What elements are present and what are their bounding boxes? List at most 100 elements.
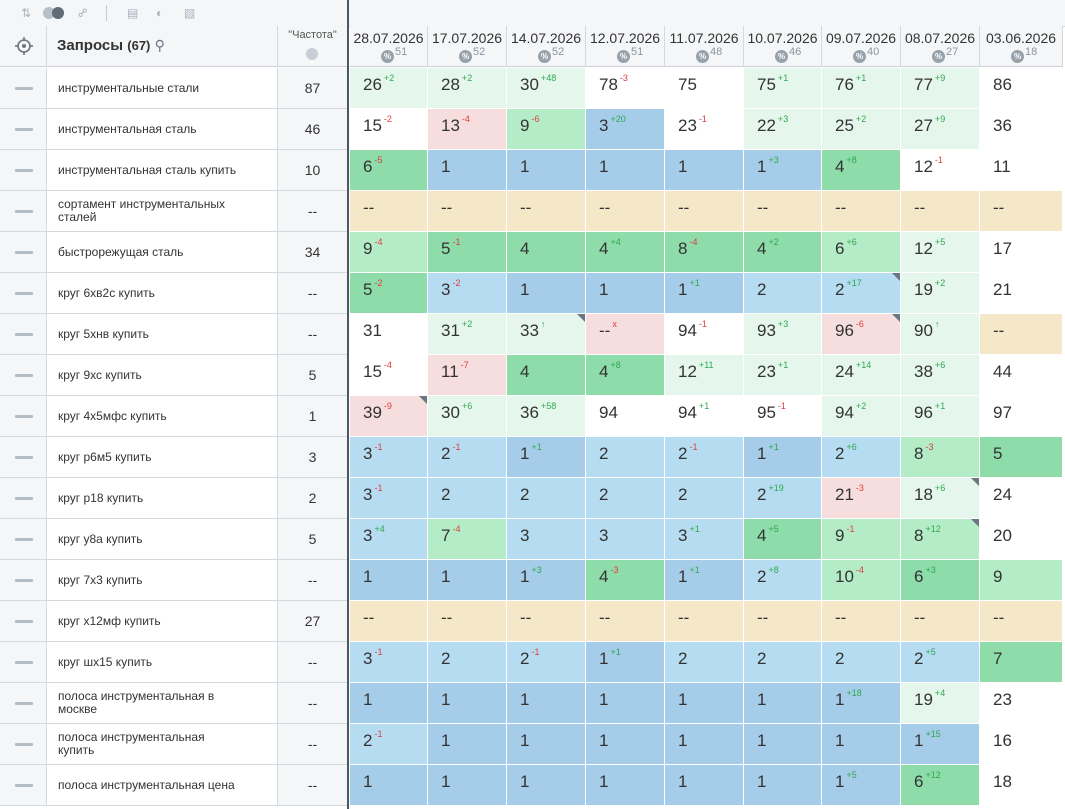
- note-corner-icon[interactable]: [419, 396, 427, 404]
- position-cell[interactable]: 2: [586, 437, 665, 478]
- position-cell[interactable]: 7: [980, 642, 1063, 683]
- position-cell[interactable]: 2: [586, 478, 665, 519]
- position-cell[interactable]: 18 +6: [901, 478, 980, 519]
- position-cell[interactable]: 94: [586, 396, 665, 437]
- query-cell[interactable]: быстрорежущая сталь: [47, 232, 278, 273]
- position-cell[interactable]: 39 -9: [350, 396, 428, 437]
- position-cell[interactable]: 3: [507, 519, 586, 560]
- row-drag-handle[interactable]: [0, 314, 47, 355]
- position-cell[interactable]: 95 -1: [744, 396, 822, 437]
- position-cell[interactable]: 1: [428, 560, 507, 601]
- position-cell[interactable]: 6 +3: [901, 560, 980, 601]
- position-cell[interactable]: 25 +2: [822, 109, 901, 150]
- position-cell[interactable]: 96 -6: [822, 314, 901, 355]
- position-cell[interactable]: 6 +12: [901, 765, 980, 806]
- position-cell[interactable]: 2: [744, 642, 822, 683]
- position-cell[interactable]: --: [822, 601, 901, 642]
- position-cell[interactable]: 30 +6: [428, 396, 507, 437]
- position-cell[interactable]: 2 +5: [901, 642, 980, 683]
- position-cell[interactable]: 75: [665, 68, 744, 109]
- position-cell[interactable]: 2 -1: [507, 642, 586, 683]
- position-cell[interactable]: 2: [822, 642, 901, 683]
- position-cell[interactable]: --: [665, 191, 744, 232]
- query-cell[interactable]: полоса инструментальная в москве: [47, 683, 278, 724]
- position-cell[interactable]: 2 -1: [665, 437, 744, 478]
- position-cell[interactable]: 94 -1: [665, 314, 744, 355]
- position-cell[interactable]: 5 -1: [428, 232, 507, 273]
- position-cell[interactable]: 2 -1: [428, 437, 507, 478]
- position-cell[interactable]: 26 +2: [350, 68, 428, 109]
- position-cell[interactable]: 8 +12: [901, 519, 980, 560]
- note-corner-icon[interactable]: [971, 478, 979, 486]
- row-drag-handle[interactable]: [0, 273, 47, 314]
- search-icon[interactable]: ⚲: [154, 37, 165, 53]
- position-cell[interactable]: 1 +1: [665, 560, 744, 601]
- position-cell[interactable]: 2: [428, 478, 507, 519]
- row-drag-handle[interactable]: [0, 68, 47, 109]
- position-cell[interactable]: 4 -3: [586, 560, 665, 601]
- date-column-header[interactable]: 08.07.2026% 27: [901, 26, 980, 67]
- position-cell[interactable]: 4: [507, 232, 586, 273]
- position-cell[interactable]: 21: [980, 273, 1063, 314]
- row-drag-handle[interactable]: [0, 519, 47, 560]
- query-cell[interactable]: инструментальная сталь: [47, 109, 278, 150]
- position-cell[interactable]: 15 -2: [350, 109, 428, 150]
- row-drag-handle[interactable]: [0, 396, 47, 437]
- date-column-header[interactable]: 09.07.2026% 40: [822, 26, 901, 67]
- date-column-header[interactable]: 11.07.2026% 48: [665, 26, 744, 67]
- position-cell[interactable]: --: [980, 601, 1063, 642]
- position-cell[interactable]: --: [586, 191, 665, 232]
- position-cell[interactable]: 1 +1: [744, 437, 822, 478]
- position-cell[interactable]: 1: [744, 765, 822, 806]
- position-cell[interactable]: 30 +48: [507, 68, 586, 109]
- query-cell[interactable]: круг р18 купить: [47, 478, 278, 519]
- position-cell[interactable]: 38 +6: [901, 355, 980, 396]
- position-cell[interactable]: 1 +3: [507, 560, 586, 601]
- toggle-switch-icon[interactable]: [43, 7, 65, 19]
- position-cell[interactable]: 31 +2: [428, 314, 507, 355]
- query-cell[interactable]: инструментальная сталь купить: [47, 150, 278, 191]
- position-cell[interactable]: 3 -1: [350, 478, 428, 519]
- position-cell[interactable]: 4: [507, 355, 586, 396]
- position-cell[interactable]: 44: [980, 355, 1063, 396]
- position-cell[interactable]: 12 +11: [665, 355, 744, 396]
- position-cell[interactable]: --: [665, 601, 744, 642]
- position-cell[interactable]: 19 +4: [901, 683, 980, 724]
- query-cell[interactable]: круг 6хв2с купить: [47, 273, 278, 314]
- position-cell[interactable]: 12 -1: [901, 150, 980, 191]
- position-cell[interactable]: --: [428, 601, 507, 642]
- position-cell[interactable]: 1: [665, 765, 744, 806]
- position-cell[interactable]: 13 -4: [428, 109, 507, 150]
- position-cell[interactable]: 1: [350, 765, 428, 806]
- frequency-header[interactable]: "Частота": [278, 26, 347, 67]
- row-drag-handle[interactable]: [0, 232, 47, 273]
- note-corner-icon[interactable]: [577, 314, 585, 322]
- position-cell[interactable]: --: [586, 601, 665, 642]
- position-cell[interactable]: 9 -1: [822, 519, 901, 560]
- position-cell[interactable]: 1: [822, 724, 901, 765]
- row-drag-handle[interactable]: [0, 478, 47, 519]
- query-cell[interactable]: круг 5хнв купить: [47, 314, 278, 355]
- position-cell[interactable]: 11: [980, 150, 1063, 191]
- position-cell[interactable]: --: [980, 314, 1063, 355]
- row-drag-handle[interactable]: [0, 601, 47, 642]
- row-drag-handle[interactable]: [0, 355, 47, 396]
- link-icon[interactable]: ⚯: [74, 4, 92, 22]
- query-cell[interactable]: круг 4х5мфс купить: [47, 396, 278, 437]
- position-cell[interactable]: 1 +1: [507, 437, 586, 478]
- position-cell[interactable]: 36: [980, 109, 1063, 150]
- position-cell[interactable]: 75 +1: [744, 68, 822, 109]
- position-cell[interactable]: 1: [350, 683, 428, 724]
- query-cell[interactable]: круг 7х3 купить: [47, 560, 278, 601]
- position-cell[interactable]: 33 ↑: [507, 314, 586, 355]
- position-cell[interactable]: 86: [980, 68, 1063, 109]
- position-cell[interactable]: --: [507, 191, 586, 232]
- date-column-header[interactable]: 03.06.2026% 18: [980, 26, 1063, 67]
- position-cell[interactable]: 93 +3: [744, 314, 822, 355]
- position-cell[interactable]: 8 -4: [665, 232, 744, 273]
- position-cell[interactable]: 3 -1: [350, 642, 428, 683]
- position-cell[interactable]: 10 -4: [822, 560, 901, 601]
- query-cell[interactable]: полоса инструментальная купить: [47, 724, 278, 765]
- contrast-icon[interactable]: ◐: [156, 6, 164, 20]
- date-column-header[interactable]: 12.07.2026% 51: [586, 26, 665, 67]
